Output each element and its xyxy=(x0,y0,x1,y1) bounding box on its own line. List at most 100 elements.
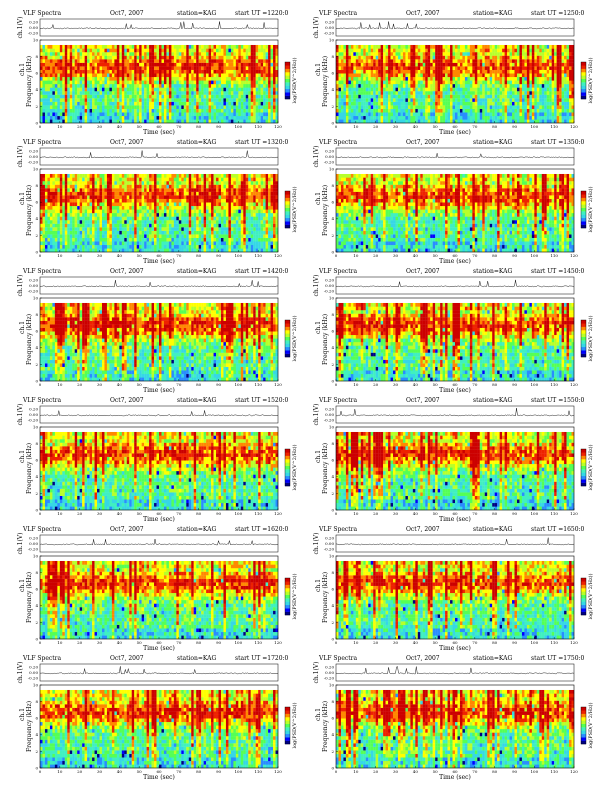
psd-cell xyxy=(442,83,446,88)
psd-cell xyxy=(270,91,274,95)
psd-cell xyxy=(422,83,426,88)
psd-cell xyxy=(388,73,391,78)
psd-cell xyxy=(57,230,60,235)
psd-cell xyxy=(268,101,271,106)
psd-cell xyxy=(40,241,43,246)
psd-cell xyxy=(89,44,93,49)
psd-cell xyxy=(445,55,448,60)
psd-cell xyxy=(54,216,58,221)
psd-cell xyxy=(124,112,127,117)
psd-cell xyxy=(519,101,523,106)
psd-cell xyxy=(412,44,416,49)
psd-cell xyxy=(350,80,354,85)
psd-cell xyxy=(258,119,261,124)
psd-cell xyxy=(263,55,266,60)
psd-cell xyxy=(84,55,88,60)
psd-cell xyxy=(149,69,152,74)
psd-cell xyxy=(243,115,246,120)
psd-cell xyxy=(250,119,254,124)
psd-cell xyxy=(59,209,63,214)
psd-cell xyxy=(92,188,95,192)
y-tick-label: 4 xyxy=(331,87,334,92)
psd-cell xyxy=(273,101,276,106)
psd-cell xyxy=(420,91,423,95)
psd-cell xyxy=(134,94,137,99)
psd-cell xyxy=(82,220,85,224)
psd-cell xyxy=(40,59,43,63)
psd-cell xyxy=(258,48,261,53)
psd-cell xyxy=(245,73,249,78)
psd-cell xyxy=(52,101,56,106)
psd-cell xyxy=(343,76,347,81)
psd-cell xyxy=(509,101,513,106)
psd-cell xyxy=(104,209,108,214)
psd-cell xyxy=(422,112,426,117)
psd-cell xyxy=(255,69,259,74)
psd-cell xyxy=(181,91,184,95)
psd-cell xyxy=(230,69,234,74)
psd-cell xyxy=(211,48,214,53)
psd-cell xyxy=(64,241,68,246)
psd-cell xyxy=(492,91,495,95)
psd-cell xyxy=(77,112,80,117)
psd-cell xyxy=(104,91,108,95)
psd-cell xyxy=(89,241,93,246)
psd-cell xyxy=(388,101,391,106)
psd-cell xyxy=(427,48,431,53)
psd-cell xyxy=(97,237,100,242)
psd-cell xyxy=(106,227,110,231)
psd-cell xyxy=(502,83,505,88)
psd-cell xyxy=(397,87,401,92)
psd-cell xyxy=(149,62,152,67)
psd-cell xyxy=(82,234,85,238)
psd-cell xyxy=(427,76,431,81)
psd-cell xyxy=(407,108,411,113)
psd-cell xyxy=(430,115,433,120)
psd-cell xyxy=(62,94,65,99)
psd-cell xyxy=(497,115,500,120)
psd-cell xyxy=(69,87,73,92)
psd-cell xyxy=(59,212,63,217)
psd-cell xyxy=(119,91,122,95)
psd-cell xyxy=(253,108,256,113)
psd-cell xyxy=(168,66,172,70)
psd-cell xyxy=(462,91,466,95)
psd-cell xyxy=(201,55,204,60)
psd-cell xyxy=(402,108,406,113)
panel-date: Oct7, 2007 xyxy=(406,10,440,18)
psd-cell xyxy=(551,55,555,60)
psd-cell xyxy=(121,73,125,78)
psd-cell xyxy=(72,44,75,49)
psd-cell xyxy=(482,44,485,49)
psd-cell xyxy=(181,119,184,124)
psd-cell xyxy=(445,94,448,99)
psd-cell xyxy=(253,62,256,67)
psd-cell xyxy=(524,59,528,63)
psd-cell xyxy=(54,173,58,178)
psd-cell xyxy=(92,237,95,242)
psd-cell xyxy=(139,52,142,56)
psd-cell xyxy=(159,108,162,113)
psd-cell xyxy=(92,59,95,63)
psd-cell xyxy=(139,98,142,102)
psd-cell xyxy=(393,52,396,56)
psd-cell xyxy=(268,112,271,117)
psd-cell xyxy=(422,59,426,63)
x-tick-label: 30 xyxy=(97,124,103,129)
psd-cell xyxy=(410,112,414,117)
psd-cell xyxy=(99,69,103,74)
psd-cell xyxy=(435,48,438,53)
psd-cell xyxy=(569,55,572,60)
psd-cell xyxy=(208,91,212,95)
psd-cell xyxy=(452,62,456,67)
psd-cell xyxy=(368,44,371,49)
psd-cell xyxy=(114,73,118,78)
psd-cell xyxy=(92,115,95,120)
psd-cell xyxy=(345,52,349,56)
psd-cell xyxy=(455,115,458,120)
psd-cell xyxy=(502,91,505,95)
psd-cell xyxy=(62,223,65,228)
psd-cell xyxy=(405,94,409,99)
psd-cell xyxy=(492,98,495,102)
psd-cell xyxy=(74,188,78,192)
